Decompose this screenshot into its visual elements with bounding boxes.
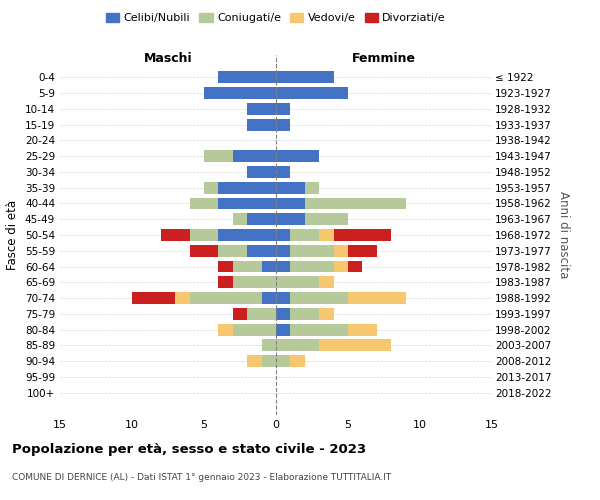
Bar	[334, 260, 348, 272]
Bar	[204, 87, 276, 99]
Bar	[233, 308, 247, 320]
Bar	[276, 245, 290, 256]
Bar	[276, 103, 290, 115]
Bar	[290, 229, 319, 241]
Bar	[262, 356, 276, 367]
Y-axis label: Anni di nascita: Anni di nascita	[557, 192, 570, 278]
Bar	[348, 324, 377, 336]
Text: COMUNE DI DERNICE (AL) - Dati ISTAT 1° gennaio 2023 - Elaborazione TUTTITALIA.IT: COMUNE DI DERNICE (AL) - Dati ISTAT 1° g…	[12, 472, 391, 482]
Bar	[175, 292, 190, 304]
Bar	[276, 308, 290, 320]
Bar	[276, 229, 290, 241]
Bar	[247, 214, 276, 225]
Bar	[276, 340, 319, 351]
Bar	[276, 324, 290, 336]
Bar	[348, 292, 406, 304]
Bar	[247, 118, 276, 130]
Bar	[233, 150, 276, 162]
Bar	[132, 292, 175, 304]
Legend: Celibi/Nubili, Coniugati/e, Vedovi/e, Divorziati/e: Celibi/Nubili, Coniugati/e, Vedovi/e, Di…	[101, 8, 451, 28]
Bar	[276, 87, 348, 99]
Bar	[190, 229, 218, 241]
Bar	[334, 229, 391, 241]
Bar	[247, 166, 276, 178]
Bar	[276, 118, 290, 130]
Bar	[218, 245, 247, 256]
Text: Femmine: Femmine	[352, 52, 416, 64]
Bar	[290, 324, 348, 336]
Bar	[276, 260, 290, 272]
Bar	[305, 198, 406, 209]
Bar	[276, 166, 290, 178]
Bar	[190, 245, 218, 256]
Bar	[290, 308, 319, 320]
Bar	[305, 214, 348, 225]
Bar	[233, 214, 247, 225]
Bar	[319, 308, 334, 320]
Bar	[218, 198, 276, 209]
Bar	[319, 229, 334, 241]
Bar	[218, 276, 233, 288]
Text: Maschi: Maschi	[143, 52, 193, 64]
Bar	[218, 72, 276, 83]
Bar	[218, 260, 233, 272]
Bar	[161, 229, 190, 241]
Bar	[290, 356, 305, 367]
Bar	[276, 150, 319, 162]
Bar	[204, 150, 233, 162]
Bar	[334, 245, 348, 256]
Bar	[190, 198, 218, 209]
Bar	[290, 260, 334, 272]
Bar	[190, 292, 262, 304]
Bar	[233, 276, 276, 288]
Bar	[276, 356, 290, 367]
Bar	[305, 182, 319, 194]
Bar	[262, 292, 276, 304]
Y-axis label: Fasce di età: Fasce di età	[7, 200, 19, 270]
Bar	[290, 245, 334, 256]
Bar	[319, 276, 334, 288]
Bar	[276, 198, 305, 209]
Bar	[247, 308, 276, 320]
Bar	[247, 356, 262, 367]
Bar	[204, 182, 218, 194]
Bar	[276, 182, 305, 194]
Bar	[233, 324, 276, 336]
Bar	[290, 292, 348, 304]
Bar	[262, 340, 276, 351]
Bar	[233, 260, 262, 272]
Bar	[276, 214, 305, 225]
Bar	[276, 72, 334, 83]
Bar	[218, 182, 276, 194]
Bar	[262, 260, 276, 272]
Bar	[218, 229, 276, 241]
Bar	[247, 245, 276, 256]
Text: Popolazione per età, sesso e stato civile - 2023: Popolazione per età, sesso e stato civil…	[12, 442, 366, 456]
Bar	[247, 103, 276, 115]
Bar	[276, 292, 290, 304]
Bar	[319, 340, 391, 351]
Bar	[348, 245, 377, 256]
Bar	[276, 276, 319, 288]
Bar	[218, 324, 233, 336]
Bar	[348, 260, 362, 272]
